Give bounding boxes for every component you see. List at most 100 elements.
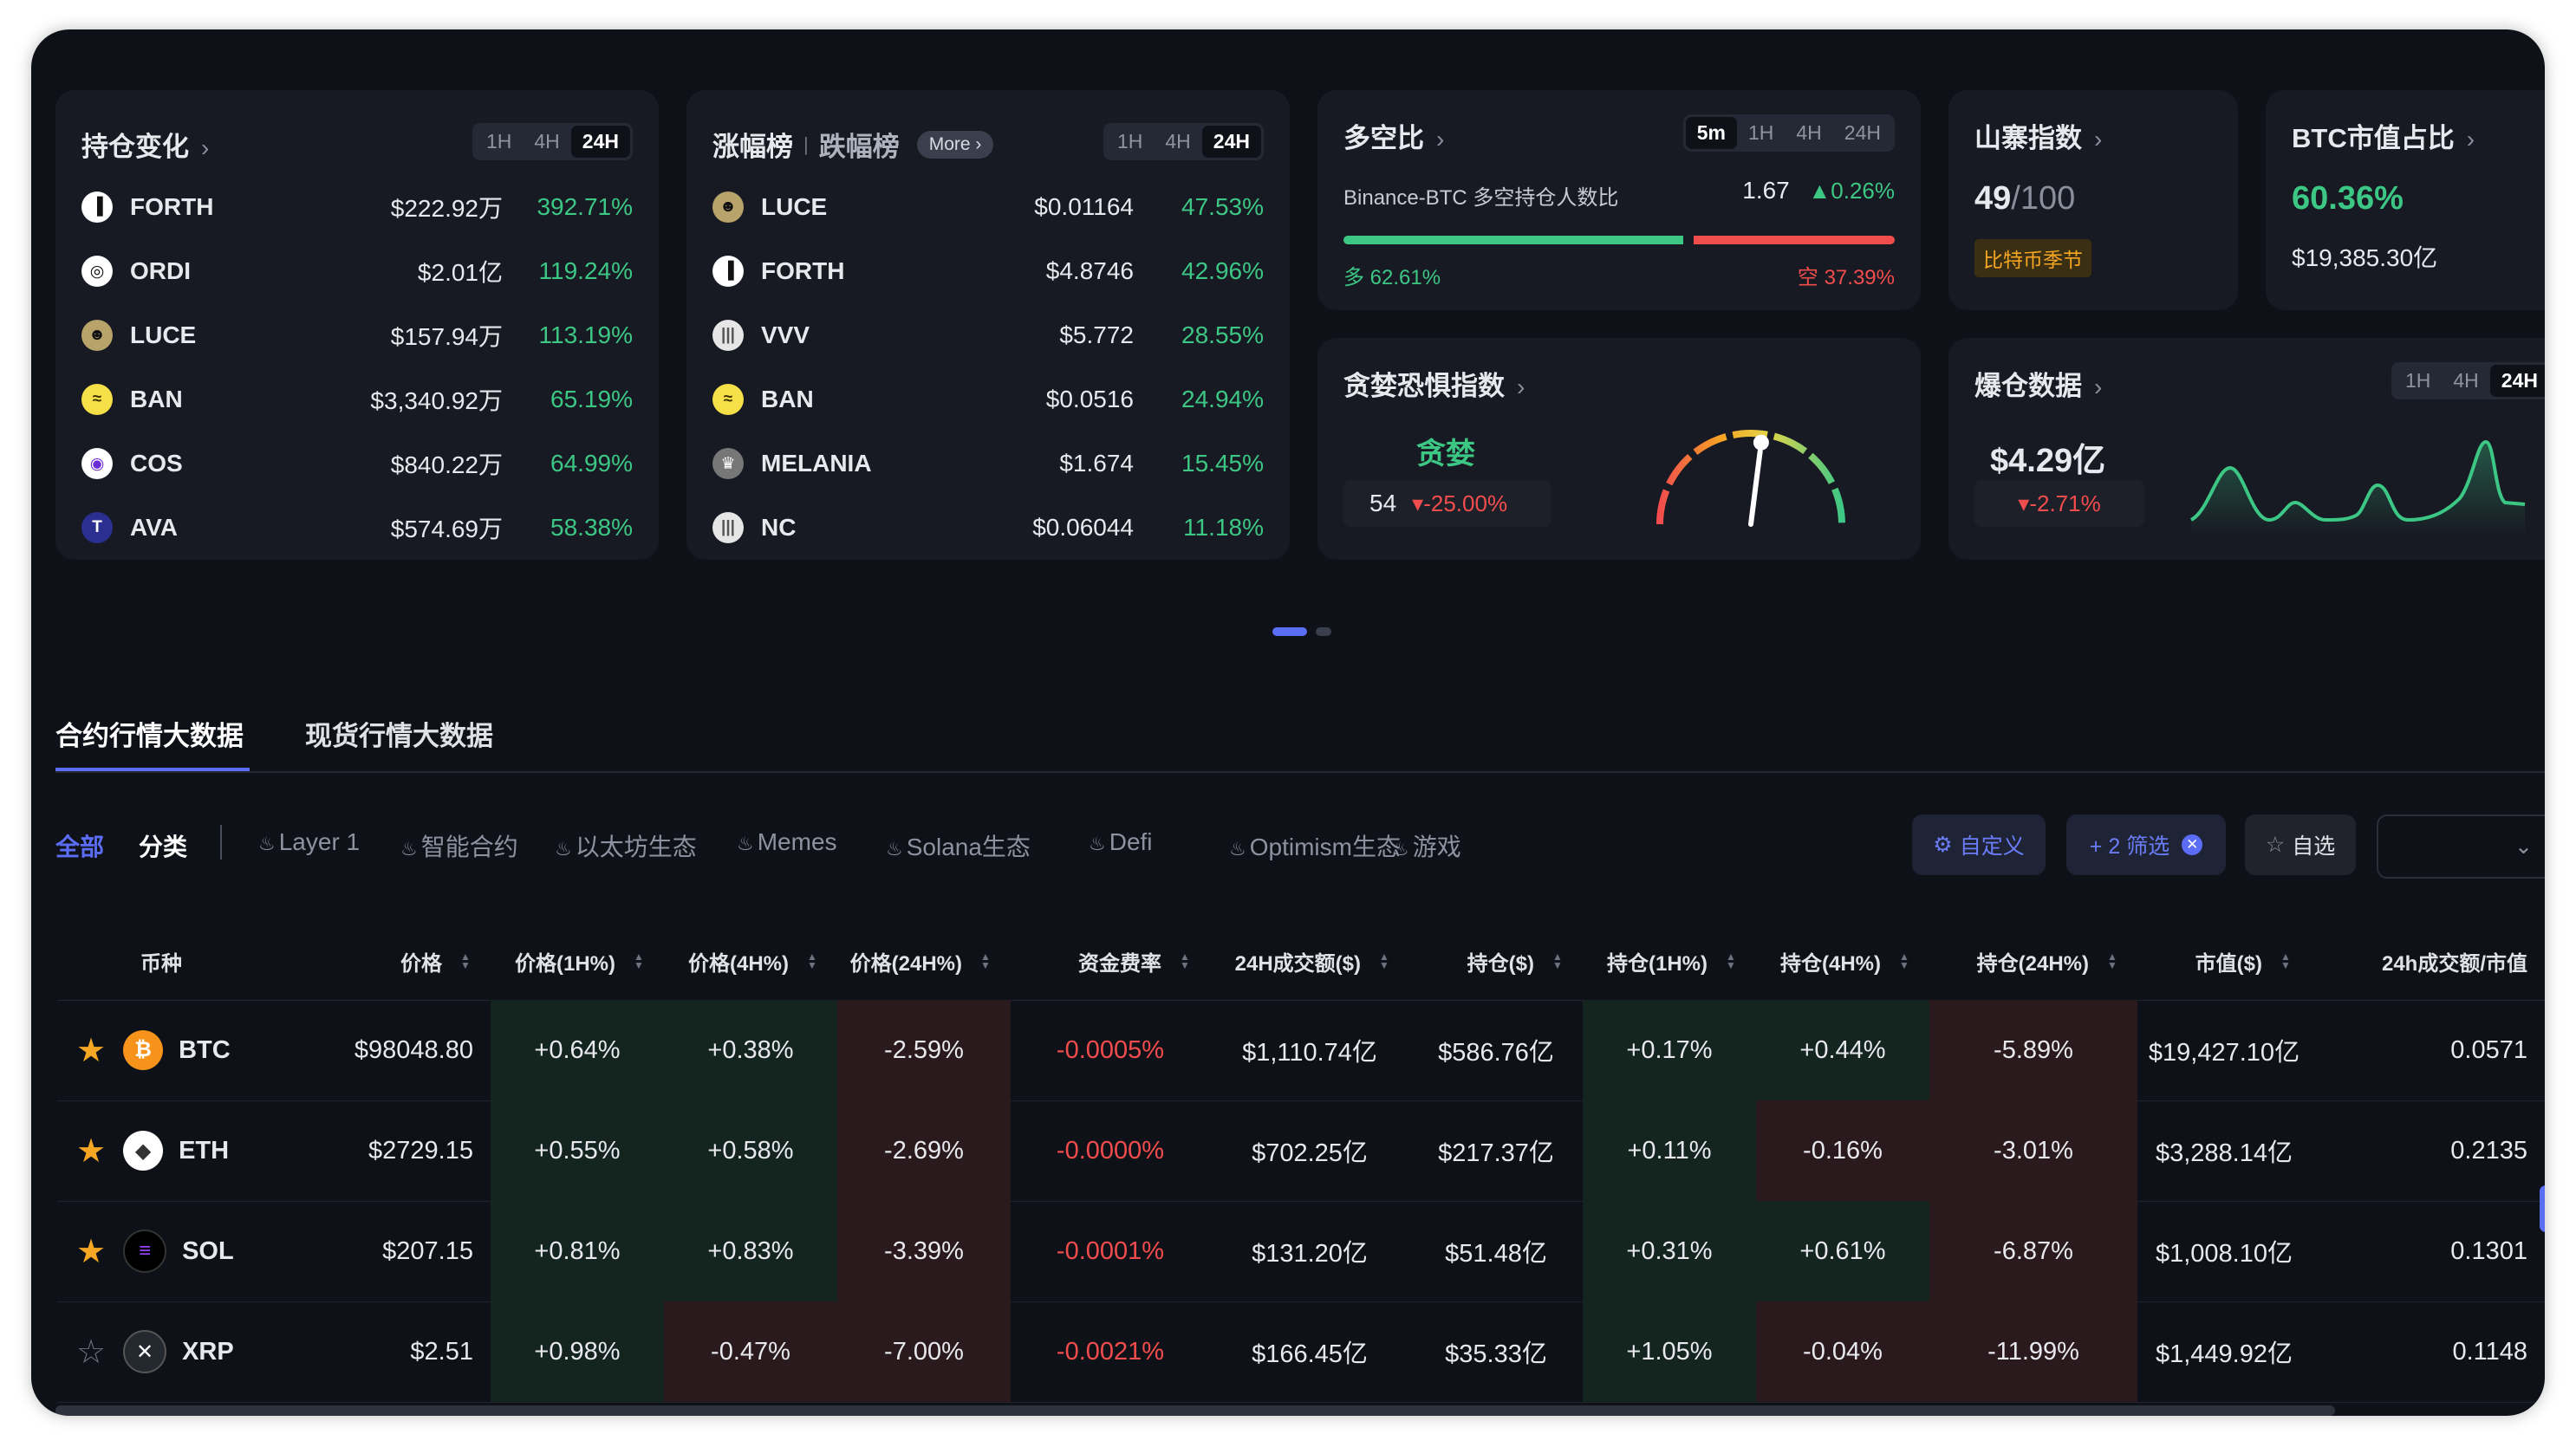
altcoin-card[interactable]: 山寨指数 › 49/100 比特币季节 — [1948, 90, 2238, 310]
filter-all[interactable]: 全部 — [55, 834, 105, 860]
gainers-title[interactable]: 涨幅榜 | 跌幅榜 More › — [712, 125, 994, 164]
altcoin-title[interactable]: 山寨指数 › — [1974, 123, 2103, 153]
holdings-card[interactable]: 持仓变化 › 1H 4H 24H ▐ FORTH $222.92万 392.71% ◎ OR… — [55, 90, 659, 560]
table-row[interactable]: ★ ₿ BTC $98048.80 +0.64% +0.38% -2.59% -0.0005%… — [57, 1000, 2545, 1101]
fear-greed-card[interactable]: 贪婪恐惧指数 › 贪婪 54 ▾-25.00% — [1317, 338, 1921, 560]
sort-icon[interactable]: ▲ ▼ — [634, 951, 644, 971]
carousel-dot[interactable] — [1316, 627, 1331, 636]
holdings-title[interactable]: 持仓变化 › — [81, 132, 210, 162]
tab-1h[interactable]: 1H — [485, 130, 512, 152]
sort-icon[interactable]: ▲ ▼ — [1552, 951, 1563, 971]
sort-icon[interactable]: ▲ ▼ — [2107, 951, 2117, 971]
tab-4h[interactable]: 4H — [534, 130, 560, 152]
sort-icon[interactable]: ▲ ▼ — [1379, 951, 1389, 971]
column-header[interactable]: 价格 ▲ ▼ — [274, 922, 473, 1000]
tab-futures[interactable]: 合约行情大数据 — [55, 721, 244, 751]
gainers-card[interactable]: 涨幅榜 | 跌幅榜 More › 1H 4H 24H ☻ LUCE $0.01164… — [686, 90, 1290, 560]
column-header[interactable]: 24H成交额($) ▲ ▼ — [1210, 922, 1392, 1000]
column-header[interactable]: 币种 — [57, 922, 340, 1000]
losers-title[interactable]: 跌幅榜 — [818, 132, 900, 162]
tab-5m[interactable]: 5m — [1685, 117, 1737, 149]
column-header[interactable]: 持仓(24H%) ▲ ▼ — [1929, 922, 2120, 1000]
more-button[interactable]: More › — [916, 130, 994, 159]
fear-greed-title[interactable]: 贪婪恐惧指数 › — [1343, 371, 1525, 401]
filter-item[interactable]: ♨ Optimism生态 — [1229, 828, 1401, 863]
list-item[interactable]: ☻ LUCE $0.01164 47.53% — [712, 185, 1264, 229]
star-outline-icon[interactable]: ☆ — [76, 1333, 107, 1371]
tab-1h[interactable]: 1H — [1116, 130, 1143, 152]
side-scroll-handle[interactable] — [2540, 1185, 2545, 1232]
filter-item[interactable]: ♨ 游戏 — [1392, 828, 1461, 863]
table-row[interactable]: ★ ≡ SOL $207.15 +0.81% +0.83% -3.39% -0.0001% $1… — [57, 1201, 2545, 1302]
tab-4h[interactable]: 4H — [1796, 121, 1822, 144]
table-row[interactable]: ★ ◆ ETH $2729.15 +0.55% +0.58% -2.69% -0.0000% $… — [57, 1100, 2545, 1202]
watchlist-button[interactable]: ☆ 自选 — [2245, 814, 2356, 875]
sort-icon[interactable]: ▲ ▼ — [1899, 951, 1909, 971]
customize-button[interactable]: ⚙ 自定义 — [1912, 814, 2046, 875]
list-item[interactable]: T AVA $574.69万 58.38% — [81, 506, 633, 549]
table-cell-symbol[interactable]: ★ ₿ BTC — [57, 1000, 274, 1100]
gainers-timeframe[interactable]: 1H 4H 24H — [1103, 123, 1264, 160]
list-item[interactable]: ||| NC $0.06044 11.18% — [712, 506, 1264, 549]
filter-item[interactable]: ♨ 智能合约 — [400, 828, 518, 863]
tab-24h[interactable]: 24H — [1201, 126, 1261, 158]
column-header[interactable]: 价格(24H%) ▲ ▼ — [837, 922, 993, 1000]
column-header[interactable]: 价格(1H%) ▲ ▼ — [491, 922, 647, 1000]
liquidation-timeframe[interactable]: 1H 4H 24H — [2391, 362, 2545, 399]
table-cell-symbol[interactable]: ☆ ✕ XRP — [57, 1301, 274, 1402]
column-header[interactable]: 持仓(4H%) ▲ ▼ — [1756, 922, 1912, 1000]
list-item[interactable]: ≈ BAN $0.0516 24.94% — [712, 378, 1264, 421]
filter-item[interactable]: ♨ Layer 1 — [258, 828, 360, 856]
filter-item[interactable]: ♨ Defi — [1089, 828, 1153, 856]
star-filled-icon[interactable]: ★ — [76, 1233, 107, 1270]
sort-icon[interactable]: ▲ ▼ — [980, 951, 991, 971]
btc-dominance-title[interactable]: BTC市值占比 › — [2292, 123, 2475, 153]
liquidation-card[interactable]: 爆仓数据 › 1H 4H 24H $4.29亿 ▾ -2.71% — [1948, 338, 2545, 560]
sort-icon[interactable]: ▲ ▼ — [1726, 951, 1736, 971]
tab-4h[interactable]: 4H — [1165, 130, 1191, 152]
table-row[interactable]: ☆ ✕ XRP $2.51 +0.98% -0.47% -7.00% -0.0021% $166… — [57, 1301, 2545, 1403]
column-header[interactable]: 24h成交额/市值 — [2311, 922, 2527, 1000]
list-item[interactable]: ▐ FORTH $4.8746 42.96% — [712, 250, 1264, 293]
carousel-dot-active[interactable] — [1272, 627, 1307, 636]
filter-item[interactable]: ♨ 以太坊生态 — [555, 828, 697, 863]
table-cell-symbol[interactable]: ★ ◆ ETH — [57, 1100, 274, 1201]
list-item[interactable]: ☻ LUCE $157.94万 113.19% — [81, 314, 633, 357]
sort-icon[interactable]: ▲ ▼ — [1180, 951, 1190, 971]
sort-icon[interactable]: ▲ ▼ — [807, 951, 817, 971]
filter-item[interactable]: ♨ Solana生态 — [886, 828, 1031, 863]
list-item[interactable]: ♛ MELANIA $1.674 15.45% — [712, 442, 1264, 485]
column-header[interactable]: 资金费率 ▲ ▼ — [1011, 922, 1193, 1000]
tab-1h[interactable]: 1H — [2404, 369, 2431, 392]
longshort-timeframe[interactable]: 5m 1H 4H 24H — [1682, 114, 1895, 152]
tab-24h[interactable]: 24H — [2489, 365, 2545, 397]
column-header[interactable]: 持仓(1H%) ▲ ▼ — [1583, 922, 1739, 1000]
liquidation-title[interactable]: 爆仓数据 › — [1974, 371, 2103, 401]
tab-4h[interactable]: 4H — [2453, 369, 2479, 392]
filter-item[interactable]: ♨ Memes — [737, 828, 837, 856]
column-header[interactable]: 市值($) ▲ ▼ — [2137, 922, 2293, 1000]
filter-button[interactable]: + 2 筛选 ✕ — [2066, 814, 2226, 875]
star-filled-icon[interactable]: ★ — [76, 1032, 107, 1069]
list-item[interactable]: ▐ FORTH $222.92万 392.71% — [81, 185, 633, 229]
btc-dominance-card[interactable]: BTC市值占比 › 60.36% $19,385.30亿 — [2266, 90, 2545, 310]
star-filled-icon[interactable]: ★ — [76, 1132, 107, 1170]
column-header[interactable]: 持仓($) ▲ ▼ — [1409, 922, 1565, 1000]
longshort-title[interactable]: 多空比 › — [1343, 123, 1445, 153]
list-item[interactable]: ◉ COS $840.22万 64.99% — [81, 442, 633, 485]
table-cell-symbol[interactable]: ★ ≡ SOL — [57, 1201, 274, 1301]
list-item[interactable]: ≈ BAN $3,340.92万 65.19% — [81, 378, 633, 421]
list-item[interactable]: ||| VVV $5.772 28.55% — [712, 314, 1264, 357]
longshort-card[interactable]: 多空比 › 5m 1H 4H 24H Binance-BTC 多空持仓人数比 1.… — [1317, 90, 1921, 310]
select-dropdown[interactable]: ⌄ — [2377, 814, 2545, 879]
tab-spot[interactable]: 现货行情大数据 — [305, 721, 493, 751]
tab-24h[interactable]: 24H — [1844, 121, 1881, 144]
sort-icon[interactable]: ▲ ▼ — [460, 951, 471, 971]
tab-1h[interactable]: 1H — [1747, 121, 1774, 144]
sort-icon[interactable]: ▲ ▼ — [2280, 951, 2291, 971]
column-header[interactable]: 价格(4H%) ▲ ▼ — [664, 922, 820, 1000]
filter-category[interactable]: 分类 — [139, 834, 188, 860]
tab-24h[interactable]: 24H — [570, 126, 630, 158]
list-item[interactable]: ◎ ORDI $2.01亿 119.24% — [81, 250, 633, 293]
clear-filter-icon[interactable]: ✕ — [2182, 834, 2203, 855]
